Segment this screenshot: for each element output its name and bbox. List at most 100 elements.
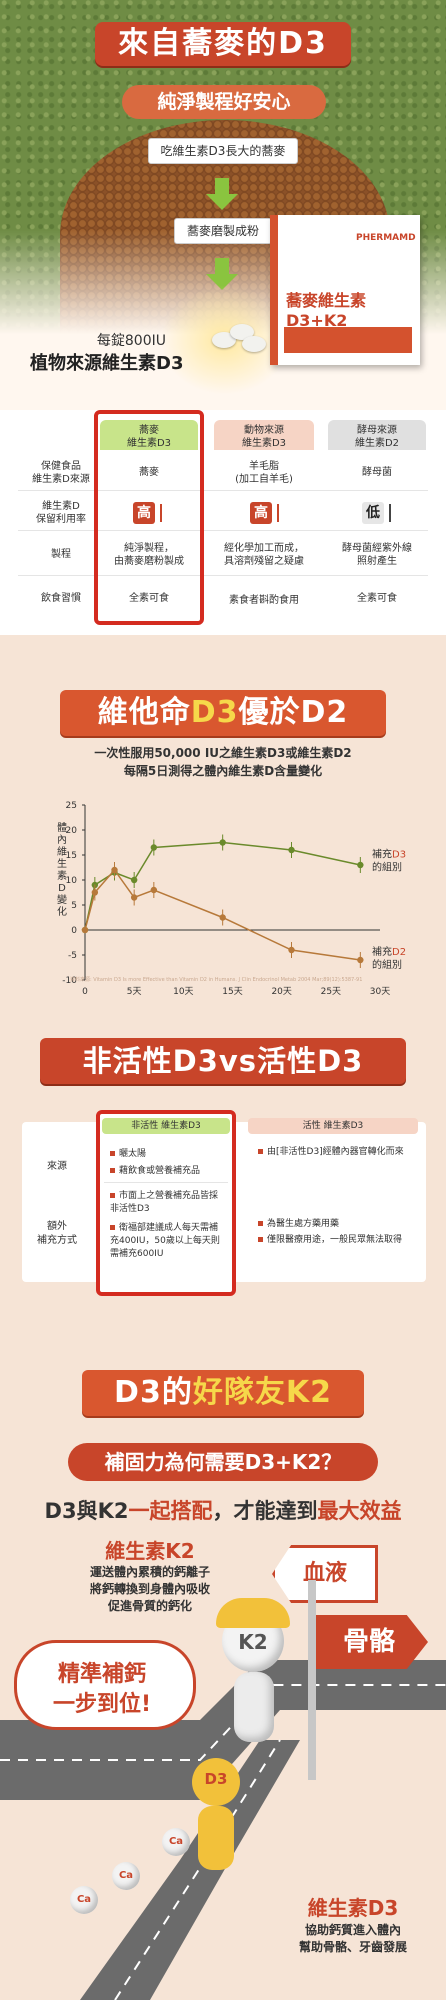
hero-subtitle: 純淨製程好安心 [122, 85, 326, 119]
calcium-figure: Ca [162, 1828, 190, 1856]
k2-title: 維生素K2 [105, 1539, 195, 1563]
data-point [219, 839, 226, 846]
data-point [288, 946, 295, 954]
y-tick-label: 0 [71, 926, 77, 936]
x-tick-label: 20天 [271, 987, 291, 997]
y-tick-label: 15 [66, 851, 77, 861]
inactive-source-2: 藉飲食或營養補充品 [110, 1163, 200, 1176]
product-brand: PHERMAMD [356, 233, 416, 243]
chart-section: 維他命D3優於D2 一次性服用50,000 IU之維生素D3或維生素D2 每隔5… [0, 640, 446, 1020]
legend-label: 補充D2 [372, 945, 406, 958]
x-tick-label: 0 [82, 987, 88, 997]
buckwheat-column [94, 410, 204, 625]
cell-source: 羊毛脂 (加工自羊毛) [235, 461, 293, 485]
retention-badge: 低 [362, 502, 384, 524]
series-line-d2 [84, 868, 361, 961]
y-axis-label: 內 [57, 834, 67, 846]
dose-line-2: 植物來源維生素D3 [30, 353, 184, 374]
x-tick-label: 5天 [127, 987, 142, 997]
legend-label: 補充D3 [372, 848, 406, 861]
bubble-line-2: 一步到位! [52, 1692, 152, 1717]
cell-diet: 全素可食 [357, 593, 397, 604]
k2-section: D3的好隊友K2 補固力為何需要D3+K2？ D3與K2一起搭配，才能達到最大效… [0, 1340, 446, 2000]
x-tick-label: 15天 [222, 987, 242, 997]
calcium-figure: Ca [70, 1886, 98, 1914]
tablets-image [208, 320, 268, 352]
x-tick-label: 25天 [321, 987, 341, 997]
retention-badge: 高 [133, 502, 155, 524]
active-supplement-2: 僅限醫療用途，一般民眾無法取得 [258, 1234, 408, 1247]
data-point [130, 894, 138, 901]
k2-question: 補固力為何需要D3+K2？ [68, 1443, 378, 1481]
y-axis-label: 體 [57, 822, 67, 834]
data-point [91, 889, 99, 896]
data-point [111, 866, 118, 874]
row-label-source: 來源 [47, 1161, 67, 1172]
product-name: 蕎麥維生素D3+K2 [286, 291, 367, 330]
retention-badge: 高 [250, 502, 272, 524]
k2-description: 運送體內累積的鈣離子 將鈣轉換到身體內吸收 促進骨質的鈣化 [89, 1565, 210, 1613]
row-label-supplement: 額外 補充方式 [37, 1221, 77, 1246]
hero-section: 來自蕎麥的D3 純淨製程好安心 吃維生素D3長大的蕎麥 蕎麥磨製成粉 PHERM… [0, 0, 446, 420]
column-header-buckwheat: 蕎麥 維生素D3 [100, 420, 198, 450]
column-header-yeast: 酵母來源 維生素D2 [328, 420, 426, 450]
y-axis-label: 維 [57, 845, 67, 858]
x-tick-label: 30天 [370, 987, 390, 997]
active-supplement-1: 為醫生處方藥用藥 [258, 1216, 408, 1229]
inactive-header: 非活性 維生素D3 [102, 1118, 230, 1134]
inactive-source-1: 曬太陽 [110, 1146, 146, 1159]
bubble-line-1: 精準補鈣 [57, 1662, 146, 1687]
y-axis-label: D [58, 883, 66, 894]
y-tick-label: -5 [68, 951, 77, 961]
data-point [150, 886, 158, 894]
y-axis-label: 變 [57, 893, 67, 906]
cell-process: 純淨製程， 由蕎麥磨粉製成 [114, 543, 184, 567]
arrow-up-icon [160, 504, 162, 522]
series-line-d3 [84, 841, 361, 931]
vitamin-d-line-chart: -10 -5 0 5 10 15 20 25 0 5天 10天 15天 20天 25天 30天 體內維生素D變… [57, 801, 406, 997]
arrow-up-icon [277, 504, 279, 522]
data-point [357, 956, 364, 964]
y-tick-label: 20 [66, 826, 78, 836]
source-note: 資料來源: Vitamin D3 Is more Effective than … [70, 977, 363, 983]
d3-title: 維生素D3 [307, 1896, 399, 1920]
calcium-figure: Ca [112, 1862, 140, 1890]
cell-process: 經化學加工而成， 具溶劑殘留之疑慮 [224, 543, 304, 567]
y-axis-label: 素 [57, 869, 67, 882]
y-tick-label: 10 [66, 876, 78, 886]
cell-source: 蕎麥 [139, 467, 159, 478]
k2-tagline: D3與K2一起搭配，才能達到最大效益 [44, 1499, 402, 1523]
y-tick-label: 25 [66, 801, 77, 811]
chart-section-title: 維他命D3優於D2 [60, 690, 386, 736]
y-tick-label: -10 [62, 976, 77, 986]
inactive-supplement-1: 市面上之營養補充品皆採非活性D3 [110, 1190, 222, 1216]
d3-figure [192, 1758, 240, 1806]
x-tick-label: 10天 [173, 987, 193, 997]
d3-figure-label: D3 [204, 1770, 228, 1788]
y-axis-label: 生 [57, 857, 67, 870]
legend-label: 的組別 [372, 958, 402, 971]
sign-blood: 血液 [272, 1545, 378, 1603]
active-section-title: 非活性D3vs活性D3 [40, 1038, 406, 1084]
arrow-down-icon [389, 504, 391, 522]
dose-line-1: 每錠800IU [96, 333, 166, 349]
comparison-table: 保健食品 維生素D來源 維生素D 保留利用率 製程 飲食習慣 蕎麥 維生素D3 … [0, 410, 446, 635]
cell-diet: 全素可食 [129, 593, 169, 604]
active-source-1: 由[非活性D3]經體內器官轉化而來 [258, 1146, 408, 1159]
column-header-animal: 動物來源 維生素D3 [214, 420, 314, 450]
product-box-image: PHERMAMD 蕎麥維生素D3+K2 [270, 215, 420, 365]
hero-title: 來自蕎麥的D3 [95, 22, 351, 66]
data-point [150, 844, 158, 851]
hard-hat-icon [216, 1598, 290, 1628]
k2-figure-label: K2 [238, 1630, 268, 1654]
cell-diet: 素食者斟酌食用 [229, 595, 299, 606]
chart-caption-2: 每隔5日測得之體內維生素D含量變化 [123, 764, 323, 778]
data-point [288, 846, 295, 854]
speech-bubble [14, 1640, 196, 1730]
data-point [357, 861, 364, 869]
y-axis-label: 化 [57, 905, 67, 918]
k2-section-title: D3的好隊友K2 [82, 1370, 364, 1416]
sign-bone: 骨骼 [310, 1615, 428, 1669]
active-header: 活性 維生素D3 [248, 1118, 418, 1134]
row-label-diet: 飲食習慣 [41, 593, 81, 604]
